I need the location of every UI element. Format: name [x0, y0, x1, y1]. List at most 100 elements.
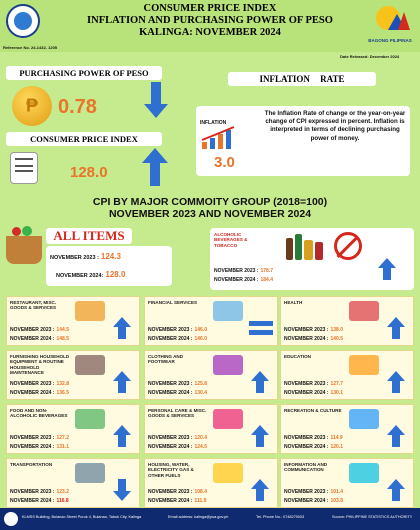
commodity-2024-row: NOVEMBER 2024 :120.1 [284, 444, 343, 450]
commodity-2024-row: NOVEMBER 2024 :111.9 [148, 498, 207, 504]
commodity-picture-icon [349, 355, 379, 375]
basket-icon [6, 226, 42, 264]
arrow-up-icon [387, 425, 405, 447]
arrow-up-icon [387, 371, 405, 393]
inflation-icon-label: INFLATION [200, 120, 227, 126]
arrow-up-icon [142, 148, 168, 188]
all-items-2023-row: NOVEMBER 2023 :124.3 [50, 252, 121, 261]
no-smoking-icon [334, 232, 362, 260]
psa-footer-logo [4, 512, 18, 526]
commodity-2024-row: NOVEMBER 2024 :103.8 [284, 498, 343, 504]
all-items-title: ALL ITEMS [46, 228, 132, 244]
commodity-card: EDUCATION NOVEMBER 2023 :127.7 NOVEMBER 20… [280, 350, 414, 400]
alcoholic-2023-row: NOVEMBER 2023 :178.7 [214, 268, 273, 274]
commodity-2024-row: NOVEMBER 2024 :146.0 [148, 336, 207, 342]
commodity-picture-icon [213, 301, 243, 321]
arrow-up-icon [113, 425, 131, 447]
inflation-panel: INFLATION 3.0 The Inflation Rate of chan… [196, 106, 410, 176]
bagong-pilipinas-label: BAGONG PILIPINAS [368, 38, 412, 43]
cpi-value: 128.0 [70, 164, 108, 181]
commodity-picture-icon [75, 409, 105, 429]
alcoholic-2024-row: NOVEMBER 2024 :184.4 [214, 277, 273, 283]
commodity-name: TRANSPORTATION [10, 462, 53, 467]
all-items-2024-row: NOVEMBER 2024: 128.0 [56, 270, 126, 279]
purchasing-power-title: PURCHASING POWER OF PESO [6, 66, 162, 80]
commodity-2024-row: NOVEMBER 2024 :130.1 [284, 390, 343, 396]
arrow-up-icon [113, 317, 131, 339]
equal-icon [249, 321, 273, 337]
commodity-name: RESTAURANT, MISC. GOODS & SERVICES [10, 300, 57, 311]
commodity-picture-icon [75, 301, 105, 321]
psa-logo [6, 4, 40, 38]
commodity-name: CLOTHING AND FOOTWEAR [148, 354, 184, 365]
commodity-2024-row: NOVEMBER 2024 :148.5 [10, 336, 69, 342]
commodity-2023-row: NOVEMBER 2023 :120.4 [148, 435, 207, 441]
commodity-2024-row: NOVEMBER 2024 :140.5 [284, 336, 343, 342]
footer-source: Source: PHILIPPINE STATISTICS AUTHORITY [332, 515, 413, 519]
inflation-value: 3.0 [214, 154, 235, 171]
commodity-2024-row: NOVEMBER 2024 :136.5 [10, 390, 69, 396]
commodity-card: FINANCIAL SERVICES NOVEMBER 2023 :146.0 NO… [144, 296, 278, 346]
bagong-pilipinas-logo [372, 4, 410, 38]
arrow-up-icon [251, 479, 269, 501]
all-items-values: NOVEMBER 2023 :124.3 NOVEMBER 2024: 128.0 [46, 246, 172, 286]
commodity-card: INFORMATION AND COMMUNICATION NOVEMBER 20… [280, 458, 414, 508]
inflation-title: INFLATION RATE [228, 72, 376, 86]
commodity-2023-row: NOVEMBER 2023 :108.4 [148, 489, 207, 495]
receipt-icon [10, 152, 38, 184]
commodity-name: HEALTH [284, 300, 303, 305]
commodity-2024-row: NOVEMBER 2024 :130.4 [148, 390, 207, 396]
commodity-2023-row: NOVEMBER 2023 :144.5 [10, 327, 69, 333]
commodity-card: CLOTHING AND FOOTWEAR NOVEMBER 2023 :125.… [144, 350, 278, 400]
commodity-picture-icon [349, 409, 379, 429]
peso-coin-icon [12, 86, 52, 126]
commodity-card: HEALTH NOVEMBER 2023 :138.0 NOVEMBER 2024 … [280, 296, 414, 346]
commodity-card: PERSONAL CARE & MISC. GOODS & SERVICES NO… [144, 404, 278, 454]
commodity-2023-row: NOVEMBER 2023 :127.7 [284, 381, 343, 387]
commodity-2024-row: NOVEMBER 2024 :124.5 [148, 444, 207, 450]
commodity-name: RECREATION & CULTURE [284, 408, 342, 413]
arrow-down-icon [113, 479, 131, 501]
page-title: CONSUMER PRICE INDEX INFLATION AND PURCH… [87, 3, 333, 38]
commodity-name: FURNISHING HOUSEHOLD EQUIPMENT & ROUTINE… [10, 354, 70, 376]
commodity-picture-icon [349, 463, 379, 483]
section-title: CPI BY MAJOR COMMOITY GROUP (2018=100) N… [92, 196, 328, 220]
commodity-picture-icon [213, 463, 243, 483]
alcoholic-name: ALCOHOLIC BEVERAGES & TOBACCO [214, 232, 248, 248]
commodity-2023-row: NOVEMBER 2023 :127.2 [10, 435, 69, 441]
commodity-2023-row: NOVEMBER 2023 :146.0 [148, 327, 207, 333]
arrow-up-icon [387, 479, 405, 501]
commodity-name: PERSONAL CARE & MISC. GOODS & SERVICES [148, 408, 207, 419]
commodity-card: FURNISHING HOUSEHOLD EQUIPMENT & ROUTINE… [6, 350, 140, 400]
arrow-up-icon [251, 425, 269, 447]
arrow-up-icon [251, 371, 269, 393]
commodity-2023-row: NOVEMBER 2023 :125.8 [148, 381, 207, 387]
purchasing-power-value: 0.78 [58, 96, 97, 118]
commodity-picture-icon [75, 355, 105, 375]
arrow-up-icon [378, 258, 396, 280]
commodity-picture-icon [75, 463, 105, 483]
footer: KLMSS Building, Bulanao Street Purok 4, … [0, 508, 420, 530]
arrow-up-icon [387, 317, 405, 339]
cpi-title: CONSUMER PRICE INDEX [6, 132, 162, 146]
commodity-2023-row: NOVEMBER 2023 :138.0 [284, 327, 343, 333]
inflation-description: The Inflation Rate of change or the year… [264, 110, 406, 142]
commodity-card: RESTAURANT, MISC. GOODS & SERVICES NOVEMB… [6, 296, 140, 346]
commodity-card: RECREATION & CULTURE NOVEMBER 2023 :114.9… [280, 404, 414, 454]
footer-email: Email address: kalinga@psa.gov.ph [168, 515, 229, 519]
commodity-2023-row: NOVEMBER 2023 :101.4 [284, 489, 343, 495]
reference-number: Reference No. 24-1432- 1205 [3, 45, 58, 50]
footer-tel: Tel. Phone No.: 0748279003 [256, 515, 305, 519]
purchasing-power-panel: 0.78 [6, 82, 176, 126]
commodity-picture-icon [213, 409, 243, 429]
date-released: Date Released: December 2024 [340, 54, 400, 59]
commodity-2024-row: NOVEMBER 2024 :131.1 [10, 444, 69, 450]
commodity-card: FOOD AND NON-ALCOHOLIC BEVERAGES NOVEMBER… [6, 404, 140, 454]
commodity-name: EDUCATION [284, 354, 311, 359]
commodity-picture-icon [349, 301, 379, 321]
commodity-name: HOUSING, WATER, ELECTRICITY GAS & OTHER … [148, 462, 194, 478]
commodity-name: FINANCIAL SERVICES [148, 300, 198, 305]
alcoholic-panel: ALCOHOLIC BEVERAGES & TOBACCO NOVEMBER 2… [210, 228, 414, 290]
commodity-name: INFORMATION AND COMMUNICATION [284, 462, 328, 473]
commodity-card: TRANSPORTATION NOVEMBER 2023 :123.2 NOVEMB… [6, 458, 140, 508]
